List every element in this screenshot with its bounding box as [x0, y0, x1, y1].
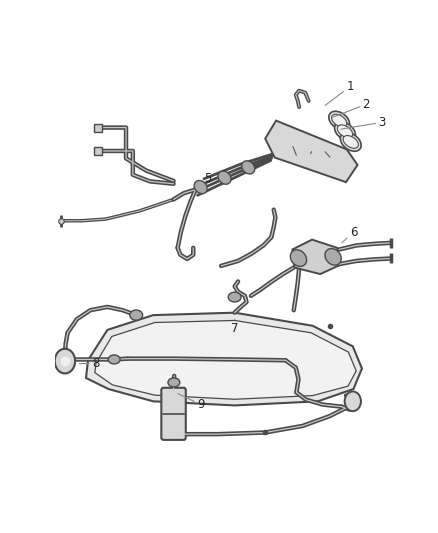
Text: 2: 2 [333, 98, 370, 117]
Polygon shape [265, 120, 357, 182]
Polygon shape [293, 240, 340, 274]
Text: 3: 3 [341, 116, 386, 129]
Text: 7: 7 [231, 319, 238, 335]
Ellipse shape [108, 355, 120, 364]
Ellipse shape [228, 292, 241, 302]
Ellipse shape [218, 171, 231, 184]
Ellipse shape [290, 250, 307, 266]
Ellipse shape [168, 378, 180, 387]
Text: 6: 6 [342, 226, 357, 243]
Ellipse shape [343, 135, 358, 148]
Text: 9: 9 [178, 393, 205, 411]
Circle shape [55, 349, 75, 374]
Ellipse shape [332, 114, 347, 127]
Circle shape [345, 391, 361, 411]
Polygon shape [95, 320, 356, 399]
Ellipse shape [329, 111, 350, 130]
Text: 1: 1 [325, 80, 354, 106]
Ellipse shape [335, 122, 355, 141]
Ellipse shape [194, 181, 207, 193]
Text: 5: 5 [204, 172, 211, 188]
Ellipse shape [340, 133, 361, 151]
Polygon shape [86, 313, 362, 406]
Ellipse shape [130, 310, 143, 320]
Ellipse shape [242, 161, 255, 174]
Ellipse shape [325, 248, 341, 265]
Ellipse shape [337, 125, 353, 138]
FancyBboxPatch shape [161, 388, 186, 440]
Text: 8: 8 [80, 357, 99, 370]
